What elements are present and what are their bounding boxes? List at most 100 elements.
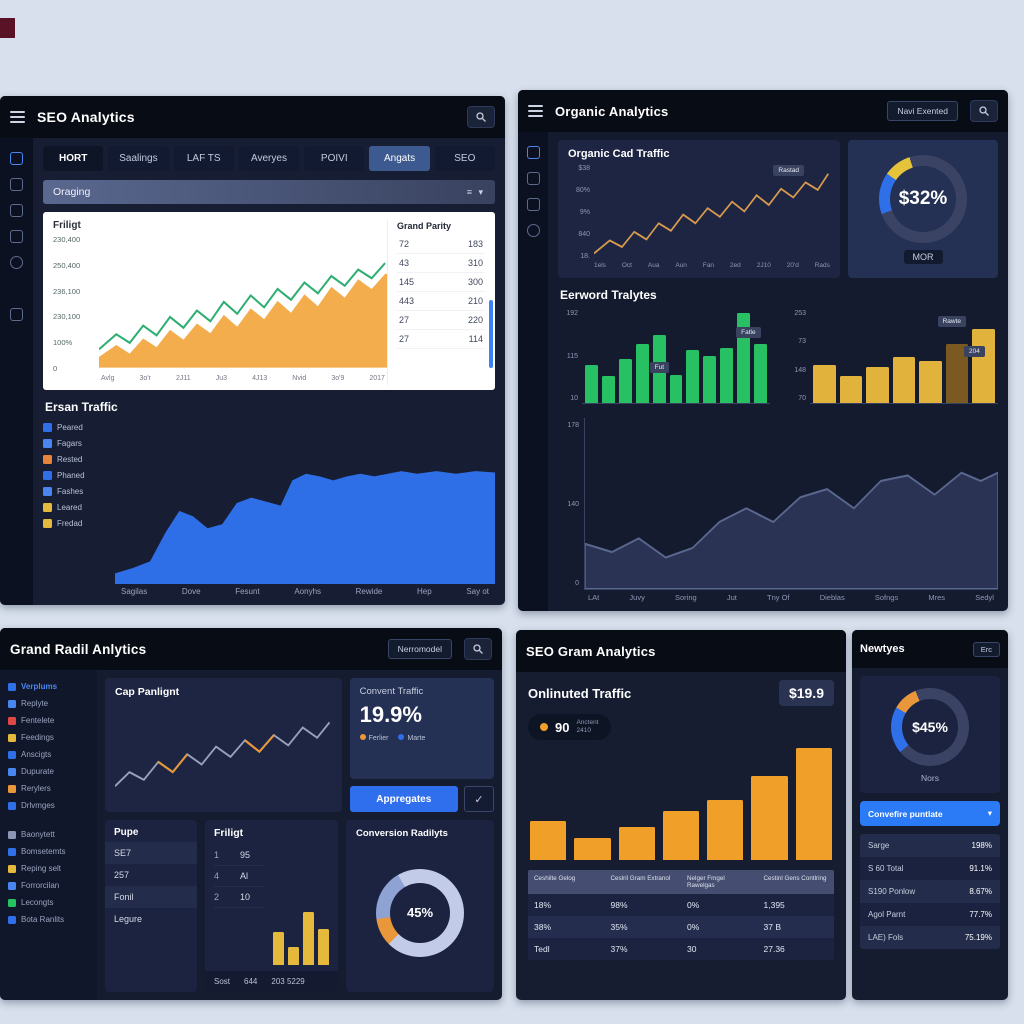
tab-hort[interactable]: HORT <box>43 146 104 171</box>
legend-item[interactable]: Fashes <box>43 487 107 496</box>
tab-saalings[interactable]: Saalings <box>108 146 169 171</box>
dropdown-label: Convefire puntlate <box>868 808 943 819</box>
bar <box>972 328 996 403</box>
section-title: Ersan Traffic <box>45 400 118 414</box>
sidebar-item[interactable]: Anscigts <box>0 746 97 763</box>
stats-list: Sarge 198% S 60 Total 91.1% S190 Ponlow 8.6… <box>860 834 1000 949</box>
sidebar-item[interactable]: Reping selt <box>0 860 97 877</box>
header-action-button[interactable]: Navi Exented <box>887 101 958 121</box>
conversion-donut: 45% <box>376 868 464 957</box>
friligt-card: Friligt 1 95 4 Al 2 10 Sost 644 203 5229 <box>205 820 338 992</box>
bar <box>635 344 649 403</box>
dropdown-label: Oraging <box>53 186 91 198</box>
page-title: Grand Radil Anlytics <box>10 641 147 657</box>
oraging-dropdown[interactable]: Oraging ≡ ▾ <box>43 180 495 204</box>
search-icon <box>473 644 483 654</box>
tab-angats[interactable]: Angats <box>369 146 430 171</box>
sidebar-item[interactable]: Fentelete <box>0 712 97 729</box>
bar <box>669 374 683 403</box>
reports-icon[interactable] <box>526 172 540 185</box>
icon-sidebar <box>0 138 33 605</box>
trend-area-chart: 178 140 0 LAt Juvy Soring Jut <box>558 418 998 603</box>
check-icon: ✓ <box>474 793 484 806</box>
legend-item[interactable]: Marte <box>398 734 425 742</box>
x-axis-labels: 1els Oct Aua Aun Fan 2ed 2J10 20'd Rads <box>594 262 830 269</box>
list-item: Sarge 198% <box>860 834 1000 857</box>
newtyes-header: Newtyes Erc <box>852 630 1008 668</box>
performance-card: Friligt 230,400 250,400 236,100 230,100 … <box>43 212 495 390</box>
bar <box>720 347 734 403</box>
sidebar-item[interactable]: Bomsetemts <box>0 843 97 860</box>
search-button[interactable] <box>467 106 495 128</box>
metric-chip: $19.9 <box>778 680 834 706</box>
legend-item[interactable]: Peared <box>43 423 107 432</box>
bar <box>303 912 314 965</box>
legend-item[interactable]: Leared <box>43 503 107 512</box>
dashboard-icon[interactable] <box>10 152 23 165</box>
dashboard-icon[interactable] <box>526 146 540 159</box>
donut-gauge: $45% <box>891 688 969 766</box>
legend-item[interactable]: Fagars <box>43 439 107 448</box>
gear-icon[interactable] <box>526 224 540 237</box>
chevron-down-icon: ▾ <box>987 808 992 818</box>
tab-lafts[interactable]: LAF TS <box>173 146 234 171</box>
list-item: S 60 Total 91.1% <box>860 857 1000 880</box>
confirm-check-button[interactable]: ✓ <box>464 786 494 812</box>
conversion-card: Conversion Radilyts 45% <box>346 820 494 992</box>
sidebar-item[interactable]: Dupurate <box>0 763 97 780</box>
scrollbar[interactable] <box>489 300 493 368</box>
reports-icon[interactable] <box>10 178 23 191</box>
pages-icon[interactable] <box>526 198 540 211</box>
organic-analytics-panel: Organic Analytics Navi Exented Organic C… <box>518 90 1008 611</box>
menu-icon[interactable] <box>528 105 543 117</box>
tab-poivi[interactable]: POIVI <box>304 146 365 171</box>
page-title: SEO Gram Analytics <box>526 643 656 659</box>
sidebar-item[interactable]: Baonytett <box>0 826 97 843</box>
legend-item[interactable]: Rested <box>43 455 107 464</box>
pages-icon[interactable] <box>10 204 23 217</box>
gauge-card: $45% Nors <box>860 676 1000 793</box>
gauge-label: Nors <box>921 773 939 783</box>
sidebar-item[interactable]: Replyte <box>0 695 97 712</box>
header-action-button[interactable]: Erc <box>972 641 1000 657</box>
mini-bar-chart <box>273 905 329 967</box>
bar <box>751 776 788 861</box>
search-button[interactable] <box>970 100 998 122</box>
line-chart <box>594 173 829 255</box>
table-row: 443 210 <box>397 292 485 311</box>
stats-icon[interactable] <box>10 308 23 321</box>
legend-item[interactable]: Ferlier <box>359 734 388 742</box>
sidebar-item[interactable]: Drlvmges <box>0 797 97 814</box>
traffic-section: Peared Fagars Rested Phaned Fashes Leare… <box>43 418 495 597</box>
links-icon[interactable] <box>10 230 23 243</box>
corner-artifact <box>0 18 15 38</box>
table-row: Tedl 37% 30 27.36 <box>528 938 834 961</box>
axis-title: Friligt <box>53 220 81 231</box>
sidebar-item[interactable]: Verplums <box>0 678 97 695</box>
green-bar-chart: 192 115 10 Fut Fatle <box>558 308 770 404</box>
section-title: Onlinuted Traffic <box>528 685 632 701</box>
legend-item[interactable]: Fredad <box>43 519 107 528</box>
yellow-bar-chart: 253 73 148 70 Rawte 204 <box>786 308 998 404</box>
sidebar-item[interactable]: Rerylers <box>0 780 97 797</box>
sidebar-item[interactable]: Forrorcilan <box>0 877 97 894</box>
organic-header: Organic Analytics Navi Exented <box>518 90 1008 132</box>
tab-averyes[interactable]: Averyes <box>238 146 300 171</box>
grand-radil-panel: Grand Radil Anlytics Nerromodel Verplums… <box>0 628 502 1000</box>
header-action-button[interactable]: Nerromodel <box>387 639 452 659</box>
sidebar-item[interactable]: Lecongts <box>0 894 97 911</box>
menu-icon[interactable] <box>10 111 25 123</box>
appregates-button[interactable]: Appregates <box>349 786 458 812</box>
sidebar-item[interactable]: Feedings <box>0 729 97 746</box>
bar <box>318 929 329 965</box>
tab-seo[interactable]: SEO <box>434 146 495 171</box>
sidebar-item[interactable]: Bota Ranlits <box>0 911 97 928</box>
table-row: 4 Al <box>214 866 265 887</box>
search-button[interactable] <box>464 638 492 660</box>
card-footer: Sost 644 203 5229 <box>205 971 338 992</box>
y-axis-labels: $38 80% 9% 840 18. <box>575 165 590 260</box>
settings-icon[interactable] <box>10 256 23 269</box>
convefire-dropdown[interactable]: Convefire puntlate ▾ <box>860 801 1000 826</box>
legend-item[interactable]: Phaned <box>43 471 107 480</box>
page-title: Newtyes <box>860 643 905 655</box>
